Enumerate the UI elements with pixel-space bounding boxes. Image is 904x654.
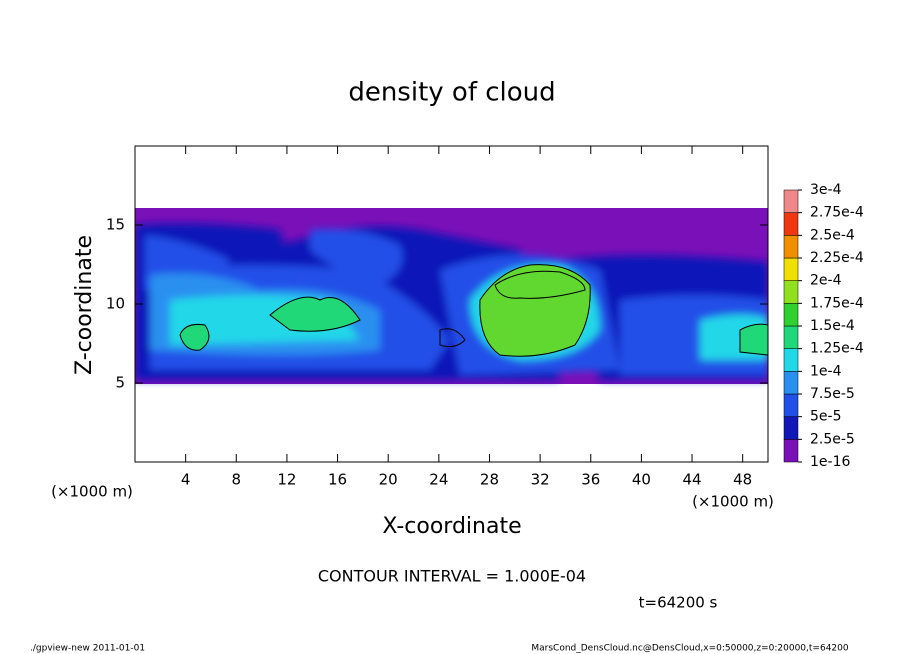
- y-tick-label: 10: [106, 295, 125, 313]
- chart-title: density of cloud: [348, 78, 555, 108]
- x-tick-label: 28: [480, 471, 499, 489]
- colorbar-box: [783, 393, 799, 417]
- colorbar-box: [783, 439, 799, 463]
- x-tick-label: 24: [429, 471, 448, 489]
- x-tick-label: 40: [632, 471, 651, 489]
- colorbar-label: 1e-16: [810, 454, 850, 470]
- colorbar-label: 2.25e-4: [810, 250, 864, 266]
- colorbar-box: [783, 212, 799, 236]
- colorbar-label: 2.5e-4: [810, 227, 855, 243]
- x-tick-label: 32: [531, 471, 550, 489]
- colorbar-box: [783, 257, 799, 281]
- colorbar-box: [783, 235, 799, 259]
- colorbar-label: 2e-4: [810, 273, 842, 289]
- colorbar-box: [783, 348, 799, 372]
- x-tick-label: 4: [181, 471, 191, 489]
- field: [135, 208, 768, 384]
- colorbar-label: 7.5e-5: [810, 386, 855, 402]
- colorbar-label: 5e-5: [810, 409, 841, 425]
- x-axis-label: X-coordinate: [382, 514, 521, 539]
- colorbar-label: 2.75e-4: [810, 205, 864, 221]
- x-unit: (×1000 m): [51, 483, 133, 501]
- colorbar-box: [783, 371, 799, 395]
- time-label: t=64200 s: [639, 594, 718, 612]
- colorbar-label: 1.25e-4: [810, 341, 864, 357]
- colorbar-box: [783, 189, 799, 213]
- y-tick-label: 5: [115, 374, 125, 392]
- colorbar-box: [783, 280, 799, 304]
- x-unit: (×1000 m): [692, 493, 774, 511]
- colorbar-box: [783, 416, 799, 440]
- footer: ./gpview-new 2011-01-01: [30, 644, 145, 654]
- y-axis-label: Z-coordinate: [72, 235, 97, 375]
- colorbar-box: [783, 325, 799, 349]
- annotation: CONTOUR INTERVAL = 1.000E-04: [318, 567, 586, 586]
- x-tick-label: 48: [733, 471, 752, 489]
- x-tick-label: 12: [277, 471, 296, 489]
- colorbar-box: [783, 303, 799, 327]
- colorbar-label: 3e-4: [810, 182, 842, 198]
- y-tick-label: 15: [106, 216, 125, 234]
- x-tick-label: 44: [682, 471, 701, 489]
- colorbar-label: 1.5e-4: [810, 318, 855, 334]
- colorbar-label: 2.5e-5: [810, 431, 855, 447]
- x-tick-label: 36: [581, 471, 600, 489]
- footer: MarsCond_DensCloud.nc@DensCloud,x=0:5000…: [531, 644, 848, 654]
- colorbar-label: 1e-4: [810, 363, 842, 379]
- x-tick-label: 20: [379, 471, 398, 489]
- colorbar-label: 1.75e-4: [810, 295, 864, 311]
- x-tick-label: 8: [232, 471, 242, 489]
- x-tick-label: 16: [328, 471, 347, 489]
